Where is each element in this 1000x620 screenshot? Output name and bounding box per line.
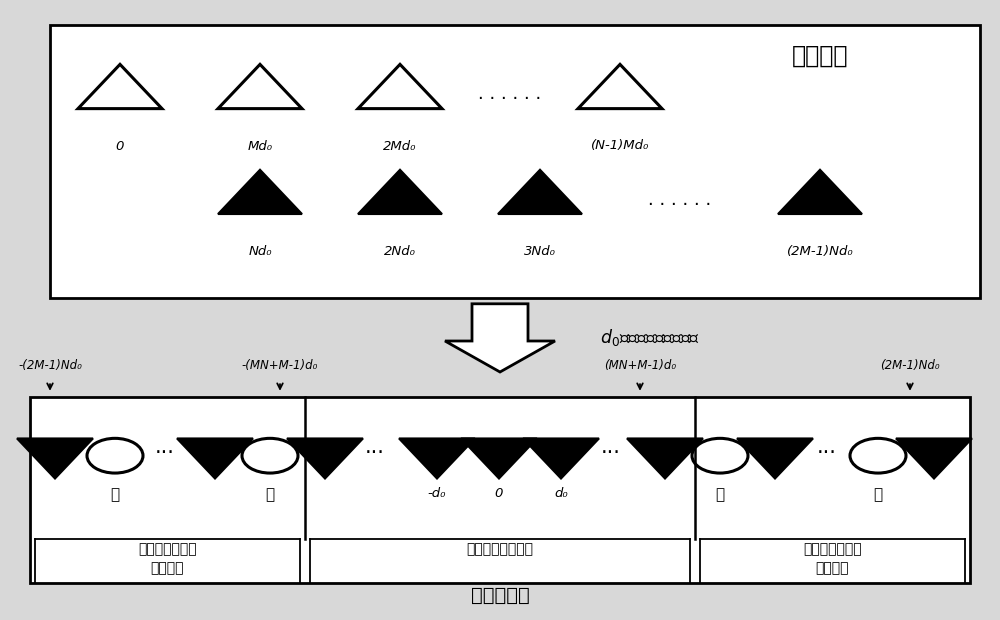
- Text: 差协同阵列: 差协同阵列: [471, 585, 529, 604]
- Text: 虚拟阵元: 虚拟阵元: [151, 561, 184, 575]
- Text: · · · · · ·: · · · · · ·: [648, 195, 712, 214]
- Text: 空: 空: [873, 487, 883, 502]
- Polygon shape: [218, 170, 302, 214]
- Text: ···: ···: [365, 443, 385, 463]
- Text: (2M-1)Nd₀: (2M-1)Nd₀: [787, 245, 853, 258]
- Bar: [30, 397, 970, 583]
- Bar: [50, 25, 980, 298]
- Text: Nd₀: Nd₀: [248, 245, 272, 258]
- Polygon shape: [523, 438, 599, 479]
- Text: · · · · · ·: · · · · · ·: [478, 90, 542, 108]
- Text: 2Md₀: 2Md₀: [383, 140, 417, 153]
- Text: (2M-1)Nd₀: (2M-1)Nd₀: [880, 359, 940, 372]
- Text: ···: ···: [155, 443, 175, 463]
- Text: 0: 0: [495, 487, 503, 500]
- Polygon shape: [177, 438, 253, 479]
- Polygon shape: [737, 438, 813, 479]
- Text: 3Nd₀: 3Nd₀: [524, 245, 556, 258]
- Text: ···: ···: [817, 443, 837, 463]
- Polygon shape: [399, 438, 475, 479]
- Polygon shape: [778, 170, 862, 214]
- Text: 空: 空: [265, 487, 275, 502]
- Polygon shape: [445, 304, 555, 372]
- Polygon shape: [896, 438, 972, 479]
- Text: 互质阵列: 互质阵列: [792, 44, 848, 68]
- Text: -d₀: -d₀: [428, 487, 446, 500]
- Polygon shape: [627, 438, 703, 479]
- Text: (N-1)Md₀: (N-1)Md₀: [591, 140, 649, 153]
- Text: $d_0$为半波长的单位间隔: $d_0$为半波长的单位间隔: [600, 327, 700, 348]
- Text: -(2M-1)Nd₀: -(2M-1)Nd₀: [18, 359, 82, 372]
- Text: 非均匀稀疏分布: 非均匀稀疏分布: [138, 542, 197, 557]
- Text: -(MN+M-1)d₀: -(MN+M-1)d₀: [242, 359, 318, 372]
- Text: 非均匀稀疏分布: 非均匀稀疏分布: [803, 542, 862, 557]
- Text: (MN+M-1)d₀: (MN+M-1)d₀: [604, 359, 676, 372]
- Polygon shape: [17, 438, 93, 479]
- Text: 均匀密布虚拟阵元: 均匀密布虚拟阵元: [466, 542, 534, 557]
- Polygon shape: [358, 170, 442, 214]
- Text: d₀: d₀: [554, 487, 568, 500]
- Text: 0: 0: [116, 140, 124, 153]
- Polygon shape: [461, 438, 537, 479]
- Polygon shape: [287, 438, 363, 479]
- Text: Md₀: Md₀: [247, 140, 273, 153]
- Text: 2Nd₀: 2Nd₀: [384, 245, 416, 258]
- Text: 空: 空: [715, 487, 725, 502]
- Text: 虚拟阵元: 虚拟阵元: [816, 561, 849, 575]
- Polygon shape: [498, 170, 582, 214]
- Text: ···: ···: [601, 443, 621, 463]
- Text: 空: 空: [110, 487, 120, 502]
